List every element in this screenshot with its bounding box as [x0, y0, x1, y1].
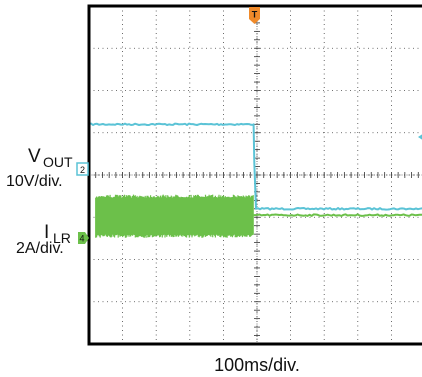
vout-channel-number: 2: [80, 165, 85, 175]
ilr-name-subscript: LR: [53, 230, 71, 246]
trigger-marker-label: T: [252, 10, 258, 20]
vout-trace-line: [88, 122, 422, 211]
x-axis-label: 100ms/div.: [214, 355, 300, 375]
ilr-ripple-band: [95, 194, 254, 238]
ilr-channel-number: 4: [79, 234, 84, 244]
plot-traces: [88, 122, 422, 238]
ilr-trace: [95, 194, 422, 238]
ilr-label: I LR 2A/div.: [16, 222, 71, 257]
plot-frame: [87, 4, 422, 346]
offscreen-marker-icon: [418, 134, 422, 140]
ilr-scale: 2A/div.: [16, 240, 64, 257]
ilr-trace-line: [253, 213, 422, 217]
vout-label: V OUT 10V/div.: [6, 146, 73, 190]
ilr-channel-marker: 4: [78, 232, 89, 244]
vout-scale: 10V/div.: [6, 173, 63, 190]
vout-name-subscript: OUT: [43, 154, 73, 170]
ilr-name-main: I: [44, 222, 49, 243]
vout-trace: [88, 122, 422, 211]
vout-channel-marker: 2: [76, 162, 89, 176]
vout-name-main: V: [28, 146, 41, 167]
trigger-marker: T: [249, 7, 260, 24]
